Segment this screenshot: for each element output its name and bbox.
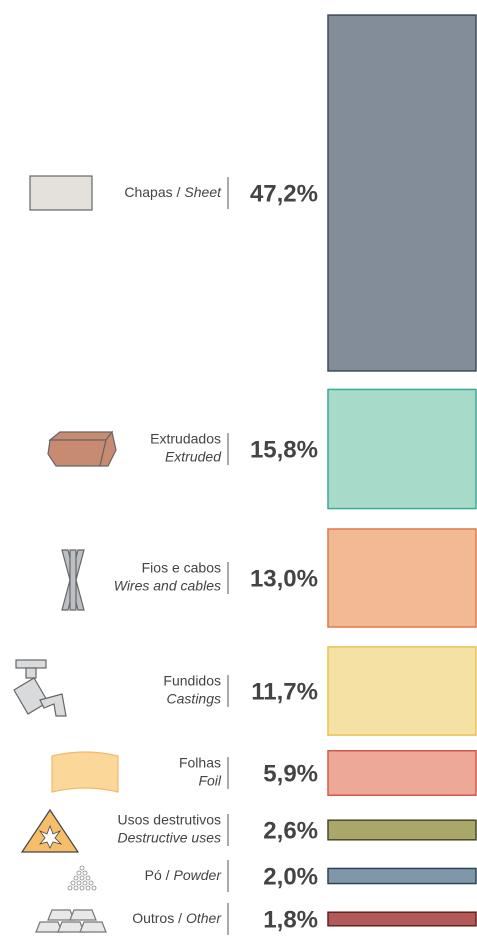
- label-pt: Fundidos: [163, 673, 221, 689]
- bar: [327, 528, 477, 628]
- label-pt: Chapas /: [124, 184, 180, 200]
- icons: [13, 175, 119, 933]
- bar: [327, 911, 477, 927]
- bar: [327, 646, 477, 736]
- label-en: Castings: [167, 691, 221, 707]
- value-label: 5,9%: [263, 760, 318, 787]
- category-label: Outros / Other: [132, 910, 222, 926]
- icon-extruded: [47, 430, 117, 467]
- label-en: Extruded: [165, 449, 222, 465]
- category-label: Chapas / Sheet: [124, 184, 222, 200]
- category-label: Pó / Powder: [145, 867, 223, 883]
- label-pt: Fios e cabos: [142, 560, 221, 576]
- icon-foil: [51, 751, 119, 793]
- bar: [327, 14, 477, 372]
- value-label: 47,2%: [250, 180, 318, 207]
- value-label: 1,8%: [263, 906, 318, 933]
- label-pt: Usos destrutivos: [118, 812, 221, 828]
- icon-other: [35, 909, 107, 933]
- label-en: Wires and cables: [114, 578, 221, 594]
- icon-wires: [61, 549, 85, 611]
- label-en: Foil: [198, 773, 221, 789]
- label-en: Powder: [174, 867, 223, 883]
- icon-destructive: [20, 808, 80, 853]
- icon-castings: [13, 659, 67, 717]
- label-en: Sheet: [184, 184, 222, 200]
- label-en: Destructive uses: [118, 830, 221, 846]
- bar: [327, 750, 477, 796]
- value-label: 15,8%: [250, 436, 318, 463]
- label-en: Other: [186, 910, 222, 926]
- bar: [327, 388, 477, 510]
- label-pt: Pó /: [145, 867, 170, 883]
- icon-powder: [67, 865, 97, 891]
- icon-sheet: [29, 175, 93, 211]
- label-pt: Outros /: [132, 910, 182, 926]
- value-label: 2,6%: [263, 817, 318, 844]
- bar: [327, 867, 477, 885]
- label-pt: Extrudados: [150, 431, 221, 447]
- value-label: 11,7%: [251, 678, 318, 705]
- label-pt: Folhas: [179, 755, 221, 771]
- value-label: 13,0%: [250, 565, 318, 592]
- bar: [327, 819, 477, 841]
- value-label: 2,0%: [263, 863, 318, 890]
